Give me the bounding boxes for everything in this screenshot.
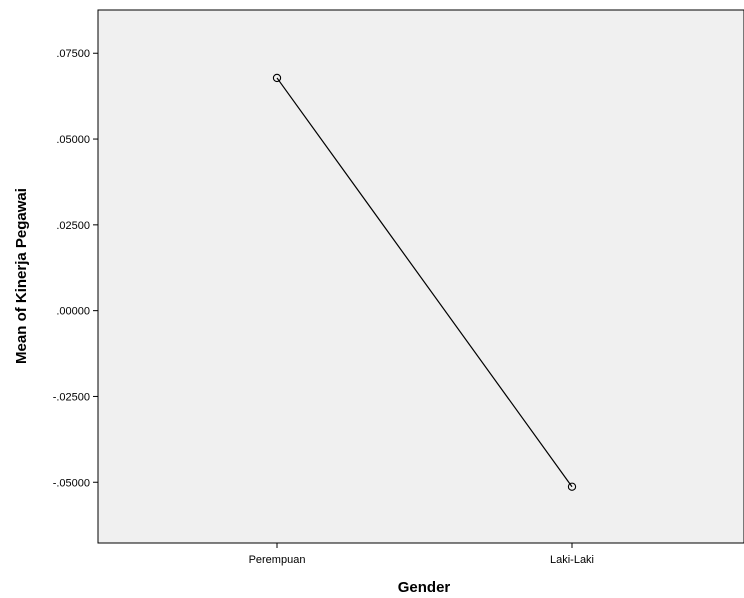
- data-point: [272, 73, 282, 83]
- y-tick-label: .02500: [56, 220, 90, 232]
- x-axis-ticks: Perempuan Laki-Laki: [249, 543, 594, 566]
- y-tick-label: .00000: [56, 306, 90, 318]
- data-point: [567, 482, 577, 491]
- x-axis-title: Gender: [398, 579, 451, 596]
- x-tick-label: Laki-Laki: [550, 554, 594, 566]
- y-tick-label: .07500: [56, 48, 90, 60]
- x-tick-label: Perempuan: [249, 554, 306, 566]
- y-axis-title: Mean of Kinerja Pegawai: [13, 188, 30, 364]
- series-layer: [272, 73, 577, 491]
- y-axis-ticks: .07500 .05000 .02500 .00000 -.02500 -.05000: [53, 48, 98, 489]
- y-tick-label: -.05000: [53, 477, 90, 489]
- y-tick-label: -.02500: [53, 391, 90, 403]
- series-line: [276, 77, 573, 488]
- y-tick-label: .05000: [56, 134, 90, 146]
